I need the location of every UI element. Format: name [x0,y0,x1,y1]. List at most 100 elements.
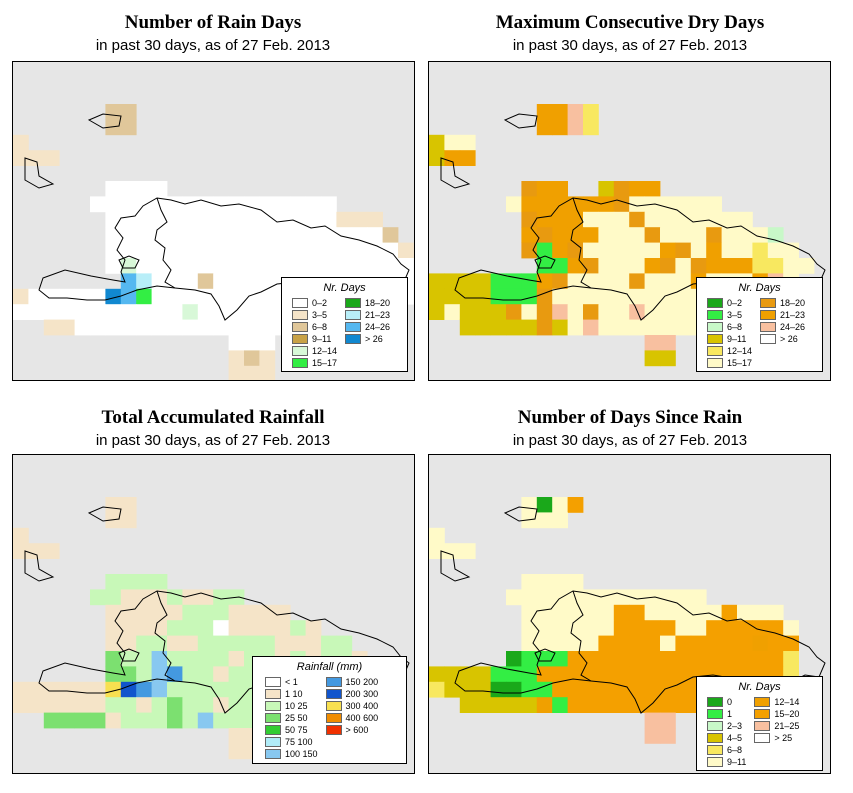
grid-cell [459,543,476,559]
grid-cell [552,651,568,667]
legend: Nr. Days 0–2 3–5 6–8 9–11 12–14 15–17 18–20 21–… [281,277,408,372]
grid-cell [690,635,707,652]
grid-cell [613,604,630,621]
grid-cell [660,697,676,713]
grid-cell [737,258,753,274]
grid-cell [737,635,753,652]
grid-cell [552,242,568,259]
legend-entry: 6–8 [707,321,752,332]
grid-cell [644,620,661,636]
grid-cell [629,242,645,259]
legend-swatch [265,688,281,699]
grid-cell [290,227,306,243]
legend-entry: > 26 [345,333,390,344]
grid-cell [567,497,584,513]
grid-cell [305,635,322,652]
panel-subtitle: in past 30 days, as of 27 Feb. 2013 [512,432,748,449]
grid-cell [28,304,45,320]
grid-cell [675,589,692,606]
grid-cell [536,604,553,621]
legend-entry: 25 50 [265,712,318,723]
grid-cell [444,288,461,305]
grid-cell [136,304,152,320]
grid-cell [244,211,260,228]
grid-cell [167,681,183,698]
grid-cell [182,651,199,667]
grid-cell [105,635,122,652]
grid-cell [598,651,615,667]
grid-cell [197,273,214,290]
grid-cell [43,150,60,166]
grid-cell [90,196,106,213]
legend-label: 150 200 [345,676,379,687]
grid-cell [274,242,291,259]
grid-cell [120,288,137,305]
legend-entry: 10 25 [265,700,318,711]
panel-subtitle: in past 30 days, as of 27 Feb. 2013 [95,432,331,449]
legend-label: 100 150 [285,748,318,759]
grid-cell [613,288,630,305]
legend-entry: < 1 [265,676,318,687]
grid-cell [444,304,461,320]
grid-cell [536,319,553,336]
grid-cell [90,288,106,305]
grid-cell [675,227,692,243]
grid-cell [783,620,799,636]
panel-title: Maximum Consecutive Dry Days [495,12,765,33]
grid-cell [167,697,183,713]
grid-cell [105,589,122,606]
grid-cell [228,227,245,243]
legend-label: 75 100 [285,736,313,747]
legend-swatch [760,333,777,344]
grid-cell [228,273,245,290]
grid-cell [613,258,630,274]
grid-cell [74,304,91,320]
grid-cell [274,227,291,243]
grid-cell [136,211,152,228]
grid-cell [74,288,91,305]
grid-cell [629,227,645,243]
grid-cell [336,258,353,274]
legend-label: 21–23 [780,309,806,320]
grid-cell [105,119,122,136]
grid-cell [182,319,199,336]
grid-cell [660,211,676,228]
grid-cell [660,620,676,636]
grid-cell [675,273,692,290]
grid-cell [429,134,445,151]
coast-outline [24,157,55,189]
grid-cell [613,227,630,243]
grid-cell [182,288,199,305]
grid-cell [583,589,599,606]
grid-cell [675,304,692,320]
grid-cell [213,273,229,290]
grid-cell [752,620,769,636]
grid-cell [675,697,692,713]
grid-cell [259,620,276,636]
grid-cell [90,712,106,729]
legend-swatch [707,708,723,719]
coast-outline [440,550,471,582]
legend-swatch [707,732,723,743]
grid-cell [151,620,168,636]
grid-cell [721,227,738,243]
grid-cell [660,319,676,336]
grid-cell [305,211,322,228]
legend-entry: 50 75 [265,724,318,735]
legend-swatch [707,744,723,755]
grid-cell [536,497,553,513]
grid-cell [737,604,753,621]
grid-cell [305,227,322,243]
legend-swatch [345,309,362,320]
legend-swatch [707,333,723,344]
grid-cell [767,651,784,667]
grid-cell [536,227,553,243]
grid-cell [59,304,75,320]
legend-swatch [325,712,342,723]
grid-cell [721,604,738,621]
grid-cell [598,666,615,683]
grid-cell [629,666,645,683]
grid-cell [74,712,91,729]
grid-cell [521,574,538,590]
